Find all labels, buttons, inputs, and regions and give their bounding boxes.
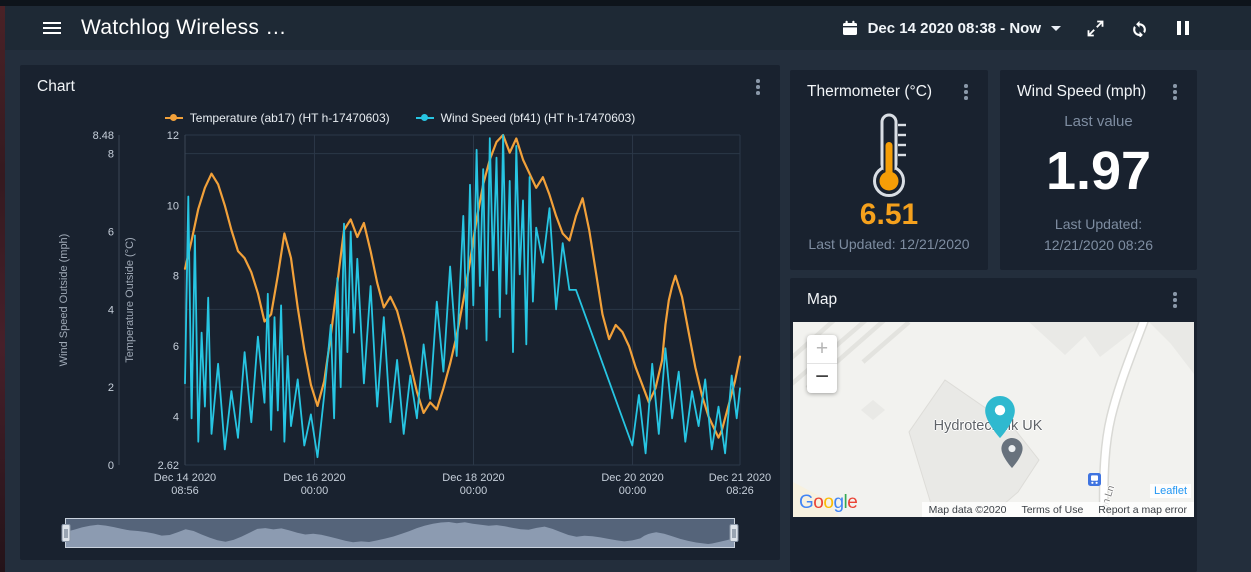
map-place-label: Hydrotechnik UK xyxy=(933,418,1043,434)
thermometer-panel: Thermometer (°C) 6.51 Last Updated: 12/2… xyxy=(790,70,988,270)
x-axis-tick-label: Dec 16 2020 00:00 xyxy=(283,472,345,497)
navigator-area xyxy=(66,522,734,547)
thermometer-icon xyxy=(865,112,913,205)
legend-label: Wind Speed (bf41) (HT h-17470603) xyxy=(440,111,636,125)
series-line-temp xyxy=(183,133,742,439)
refresh-icon xyxy=(1132,20,1146,37)
expand-icon xyxy=(1087,20,1103,36)
wind-speed-value: 1.97 xyxy=(1045,141,1152,201)
header-controls: Dec 14 2020 08:38 - Now xyxy=(840,6,1193,50)
top-edge-strip xyxy=(0,0,1251,6)
wind-axis-tick-label: 8 xyxy=(108,149,114,161)
map-building-corner xyxy=(1149,322,1194,374)
calendar-icon xyxy=(840,18,860,38)
map-building-north xyxy=(1029,322,1145,357)
map-zoom-control: + − xyxy=(807,335,837,393)
report-map-error-link[interactable]: Report a map error xyxy=(1098,503,1187,516)
chart-plot[interactable]: 0 2 4 6 8 8.48 2.62 4 6 8 10 12 Wind Speed Outside (… xyxy=(20,65,780,510)
map-data-copyright: Map data ©2020 xyxy=(928,503,1007,516)
menu-button[interactable] xyxy=(43,15,69,41)
chart-menu-button[interactable] xyxy=(749,77,767,97)
terms-of-use-link[interactable]: Terms of Use xyxy=(1021,503,1084,516)
google-logo-letter: o xyxy=(813,492,824,513)
page-title: Watchlog Wireless … xyxy=(81,16,287,39)
x-axis-tick-label: Dec 14 2020 08:56 xyxy=(154,472,216,497)
legend-label: Temperature (ab17) (HT h-17470603) xyxy=(189,111,390,125)
date-range-picker[interactable]: Dec 14 2020 08:38 - Now xyxy=(840,18,1061,38)
x-axis-tick-label: Dec 20 2020 00:00 xyxy=(601,472,663,497)
sensor-location-marker-icon[interactable] xyxy=(985,396,1015,443)
x-axis-tick-label: Dec 18 2020 00:00 xyxy=(442,472,504,497)
navigator-right-handle[interactable] xyxy=(729,524,739,542)
bus-stop-icon[interactable] xyxy=(1088,473,1101,491)
wind-axis-tick-label: 0 xyxy=(108,460,114,472)
temp-axis-title: Temperature Outside (°C) xyxy=(124,237,136,362)
thermometer-menu-button[interactable] xyxy=(957,82,975,102)
wind-speed-subtitle: Last value xyxy=(1064,113,1133,130)
navigator-preview xyxy=(66,522,734,547)
chart-legend: Temperature (ab17) (HT h-17470603) Wind S… xyxy=(20,111,780,125)
wind-speed-panel: Wind Speed (mph) Last value 1.97 Last Up… xyxy=(1000,70,1197,270)
wind-speed-last-updated: Last Updated: 12/21/2020 08:26 xyxy=(1044,216,1153,253)
wind-speed-title: Wind Speed (mph) xyxy=(1017,83,1147,100)
temp-axis-tick-label: 2.62 xyxy=(158,460,179,472)
chevron-down-icon xyxy=(1051,25,1061,31)
wind-axis-tick-label: 4 xyxy=(108,304,114,316)
pause-icon xyxy=(1177,21,1189,35)
map-canvas[interactable]: + − Hydrotechnik UK xyxy=(793,322,1194,517)
zoom-in-button[interactable]: + xyxy=(807,335,837,364)
temp-axis-tick-label: 8 xyxy=(173,271,179,283)
map-road xyxy=(1098,322,1149,517)
map-tiles xyxy=(793,322,1194,517)
pause-button[interactable] xyxy=(1173,18,1193,38)
zoom-out-button[interactable]: − xyxy=(814,363,829,390)
thermometer-last-updated: Last Updated: 12/21/2020 xyxy=(808,236,970,252)
google-logo-letter: g xyxy=(833,492,844,513)
map-terrain-area xyxy=(793,482,839,517)
google-logo-link[interactable]: Google xyxy=(799,492,858,514)
chart-panel: Chart Temperature (ab17) (HT h-17470603)… xyxy=(20,65,780,560)
temp-axis-tick-label: 12 xyxy=(167,130,179,142)
refresh-button[interactable] xyxy=(1129,18,1149,38)
left-edge-strip xyxy=(0,6,5,572)
google-logo-letter: G xyxy=(799,492,814,513)
map-building-small xyxy=(861,400,885,420)
leaflet-attribution-link[interactable]: Leaflet xyxy=(1149,484,1191,498)
date-range-label: Dec 14 2020 08:38 - Now xyxy=(867,19,1041,37)
legend-item[interactable]: Temperature (ab17) (HT h-17470603) xyxy=(164,111,390,125)
thermometer-value: 6.51 xyxy=(859,198,919,231)
google-logo-letter: e xyxy=(847,492,858,513)
temp-axis-tick-label: 6 xyxy=(173,341,179,353)
map-panel: Map + xyxy=(790,278,1197,572)
wind-speed-menu-button[interactable] xyxy=(1166,82,1184,102)
legend-item[interactable]: Wind Speed (bf41) (HT h-17470603) xyxy=(415,111,636,125)
chart-title: Chart xyxy=(37,78,75,95)
app-header: Watchlog Wireless … Dec 14 2020 08:38 - … xyxy=(5,6,1251,50)
wind-axis-title: Wind Speed Outside (mph) xyxy=(58,234,70,367)
legend-marker-icon xyxy=(164,114,183,122)
thermometer-title: Thermometer (°C) xyxy=(807,83,933,100)
temp-axis-tick-label: 4 xyxy=(173,411,179,423)
google-logo-letter: l xyxy=(843,492,848,513)
navigator-left-handle[interactable] xyxy=(61,524,71,542)
expand-button[interactable] xyxy=(1085,18,1105,38)
map-attribution: Map data ©2020 Terms of Use Report a map… xyxy=(921,502,1194,517)
temp-axis-tick-label: 10 xyxy=(167,200,179,212)
x-axis-tick-label: Dec 21 2020 08:26 xyxy=(709,472,771,497)
legend-marker-icon xyxy=(415,114,434,122)
google-place-marker-icon xyxy=(1001,438,1023,473)
wind-axis-tick-label: 2 xyxy=(108,382,114,394)
chart-range-navigator[interactable] xyxy=(61,518,739,548)
wind-axis-tick-label: 8.48 xyxy=(93,130,114,142)
series-line-wind xyxy=(184,134,741,459)
wind-axis-tick-label: 6 xyxy=(108,227,114,239)
map-title: Map xyxy=(807,291,838,308)
google-logo-letter: o xyxy=(823,492,834,513)
hamburger-icon xyxy=(43,22,61,24)
chart-panel-header: Chart xyxy=(20,65,780,107)
map-menu-button[interactable] xyxy=(1166,290,1184,310)
